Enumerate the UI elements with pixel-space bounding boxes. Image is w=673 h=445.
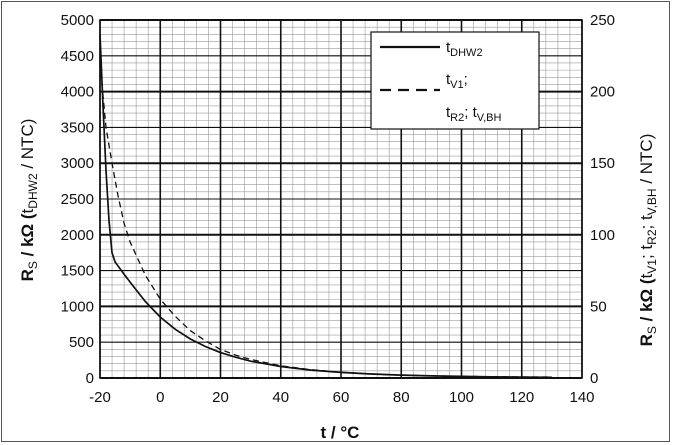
y-left-tick-label: 500 bbox=[69, 334, 94, 351]
x-tick-label: 40 bbox=[272, 389, 289, 406]
y-right-tick-label: 0 bbox=[590, 370, 598, 387]
x-tick-label: 0 bbox=[156, 389, 164, 406]
legend-box bbox=[370, 31, 540, 130]
x-tick-label: 20 bbox=[212, 389, 229, 406]
y-right-tick-label: 100 bbox=[590, 227, 615, 244]
x-tick-label: 120 bbox=[509, 389, 534, 406]
legend-entry-tv1-line1: tV1; bbox=[446, 71, 468, 91]
y-left-tick-label: 4000 bbox=[61, 84, 94, 101]
x-tick-label: 100 bbox=[449, 389, 474, 406]
y-right-tick-label: 50 bbox=[590, 298, 607, 315]
x-tick-label: -20 bbox=[89, 389, 111, 406]
y-left-tick-label: 2000 bbox=[61, 227, 94, 244]
x-tick-label: 80 bbox=[393, 389, 410, 406]
y-axis-right-title: RS / kΩ (tV1; tR2; tV,BH / NTC) bbox=[637, 134, 659, 347]
legend: tDHW2 tV1; tR2; tV,BH bbox=[370, 31, 540, 130]
y-left-tick-label: 2500 bbox=[61, 191, 94, 208]
y-left-tick-label: 1000 bbox=[61, 298, 94, 315]
y-right-tick-label: 150 bbox=[590, 155, 615, 172]
x-tick-label: 140 bbox=[569, 389, 594, 406]
y-left-tick-label: 3000 bbox=[61, 155, 94, 172]
y-right-tick-label: 200 bbox=[590, 84, 615, 101]
series-layer bbox=[99, 34, 552, 379]
y-left-tick-label: 0 bbox=[86, 370, 94, 387]
x-axis-title: t / °C bbox=[321, 423, 360, 442]
y-right-tick-label: 250 bbox=[590, 12, 615, 29]
plot-border bbox=[99, 19, 583, 379]
y-axis-left-title: RS / kΩ (tDHW2 / NTC) bbox=[18, 119, 40, 282]
y-left-tick-label: 4500 bbox=[61, 48, 94, 65]
legend-entry-tdhw2: tDHW2 bbox=[446, 39, 483, 59]
series-line-1 bbox=[99, 62, 552, 378]
y-left-tick-label: 3500 bbox=[61, 119, 94, 136]
legend-entry-tv1-line2: tR2; tV,BH bbox=[446, 104, 501, 124]
y-left-tick-label: 5000 bbox=[61, 12, 94, 29]
ticks-layer: -20 0 20 40 60 80 100 120 1400500100015002000250… bbox=[61, 12, 615, 406]
y-left-tick-label: 1500 bbox=[61, 263, 94, 280]
x-tick-label: 60 bbox=[333, 389, 350, 406]
